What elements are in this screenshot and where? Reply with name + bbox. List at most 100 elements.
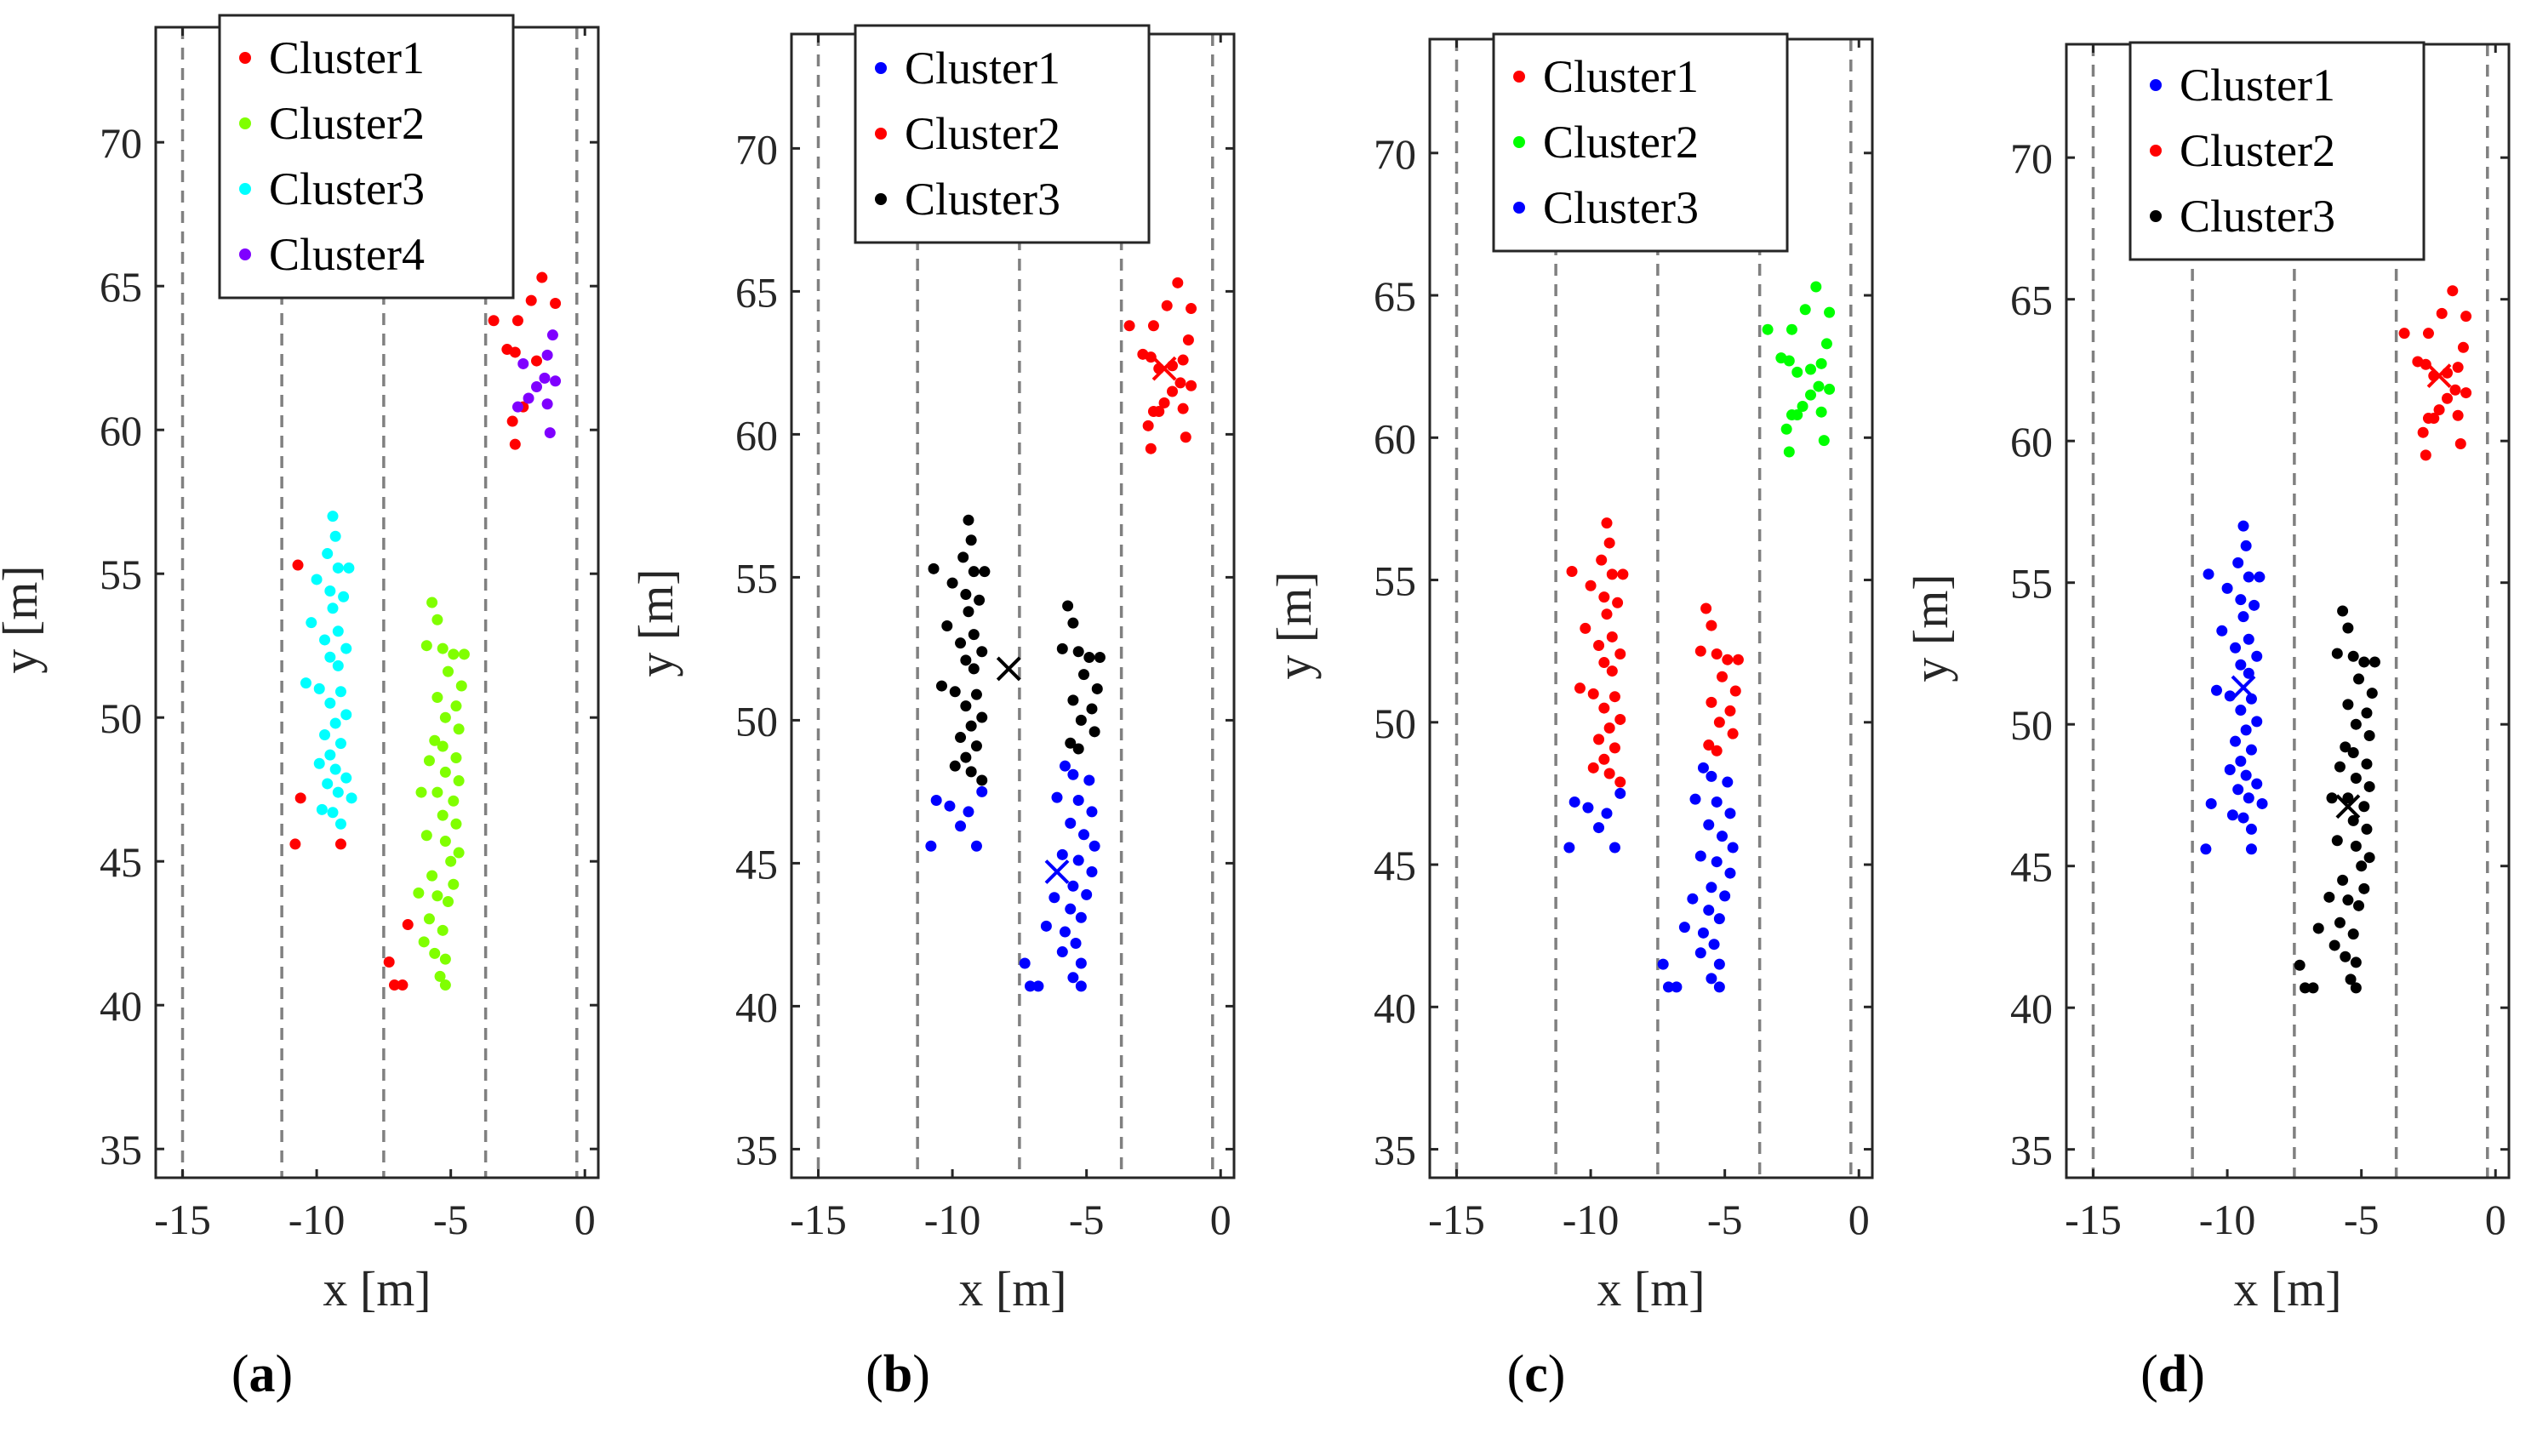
data-point <box>2251 778 2263 790</box>
data-point <box>2243 667 2254 679</box>
data-point <box>1075 957 1087 969</box>
y-tick-label: 60 <box>100 407 142 454</box>
data-point <box>453 723 465 735</box>
data-point <box>2200 843 2212 855</box>
panel-caption: (d) <box>2140 1345 2205 1403</box>
data-point <box>1089 726 1100 738</box>
data-point <box>1059 760 1071 772</box>
data-point <box>450 818 462 830</box>
data-point <box>2248 599 2260 611</box>
data-point <box>338 591 350 602</box>
legend-marker <box>1513 202 1525 214</box>
x-tick-label: -5 <box>1707 1196 1743 1243</box>
data-point <box>1598 657 1610 669</box>
data-point <box>1067 768 1079 780</box>
data-point <box>418 936 430 948</box>
data-point <box>306 617 317 629</box>
data-point <box>431 692 443 704</box>
y-tick-label: 35 <box>2010 1127 2053 1174</box>
data-point <box>944 800 956 812</box>
data-point <box>2230 735 2242 747</box>
data-point <box>976 711 988 723</box>
data-point <box>1708 939 1720 951</box>
data-point <box>955 637 967 649</box>
data-point <box>2460 387 2472 399</box>
legend-box <box>854 24 1151 244</box>
data-point <box>431 890 443 902</box>
data-point <box>1614 648 1626 660</box>
data-point <box>1574 682 1586 694</box>
x-axis-label: x [m] <box>958 1261 1066 1316</box>
series-cluster4 <box>511 329 562 439</box>
data-point <box>415 786 427 798</box>
data-point <box>1563 842 1575 854</box>
data-point <box>2245 843 2257 855</box>
data-point <box>1568 796 1580 808</box>
data-point <box>2449 384 2461 396</box>
data-point <box>1614 776 1626 788</box>
data-point <box>2353 673 2365 685</box>
y-tick-label: 55 <box>1374 557 1416 605</box>
data-point <box>1040 920 1052 932</box>
data-point <box>1065 817 1077 829</box>
legend-marker <box>2150 210 2162 222</box>
x-tick-label: 0 <box>2485 1196 2506 1243</box>
data-point <box>431 614 443 625</box>
data-point <box>1598 591 1610 603</box>
data-point <box>2353 899 2365 911</box>
data-point <box>429 734 441 746</box>
data-point <box>1783 446 1795 458</box>
x-tick-label: -5 <box>2344 1196 2380 1243</box>
data-point <box>2240 540 2252 551</box>
data-point <box>1706 973 1717 985</box>
data-point <box>2243 571 2254 583</box>
data-point <box>1186 303 1197 315</box>
data-point <box>1813 380 1825 392</box>
data-point <box>458 648 470 660</box>
data-point <box>963 606 974 618</box>
y-tick-label: 70 <box>2010 134 2053 182</box>
data-point <box>511 401 523 413</box>
data-point <box>1719 890 1731 902</box>
data-point <box>329 530 341 542</box>
data-point <box>1603 768 1615 779</box>
data-point <box>2203 568 2214 580</box>
data-point <box>2331 835 2343 847</box>
data-point <box>2422 328 2434 340</box>
data-point <box>1067 880 1079 892</box>
data-point <box>1078 829 1090 841</box>
caption-letter: c <box>1524 1345 1548 1403</box>
data-point <box>1713 981 1725 993</box>
data-point <box>2245 744 2257 756</box>
data-point <box>1585 580 1597 591</box>
data-point <box>2350 956 2362 968</box>
data-point <box>2237 611 2249 623</box>
data-point <box>1713 913 1725 925</box>
y-tick-label: 35 <box>735 1126 778 1173</box>
series-cluster1 <box>925 760 1100 992</box>
legend-marker <box>1513 71 1525 83</box>
y-tick-label: 45 <box>2010 843 2053 891</box>
data-point <box>327 602 339 614</box>
data-point <box>1601 608 1613 620</box>
y-tick-label: 45 <box>735 840 778 888</box>
x-tick-label: -15 <box>790 1196 847 1243</box>
series-cluster1 <box>1566 517 1744 788</box>
data-point <box>1075 980 1087 992</box>
series-cluster3 <box>1563 762 1739 993</box>
panel-d: -15 -10 -5 0 35 40 45 50 55 60 65 70 x [m] y [m] Clust… <box>1903 41 2511 1403</box>
data-point <box>1608 742 1620 754</box>
data-point <box>1083 651 1095 663</box>
data-point <box>1186 380 1197 391</box>
data-point <box>340 642 352 654</box>
legend-box <box>218 14 515 300</box>
y-tick-label: 55 <box>735 554 778 602</box>
data-point <box>1566 566 1578 578</box>
data-point <box>506 415 518 427</box>
legend-label: Cluster3 <box>905 174 1060 225</box>
data-point <box>2398 328 2410 340</box>
data-point <box>292 559 304 571</box>
data-point <box>439 836 451 848</box>
panel-a: -15 -10 -5 0 35 40 45 50 55 60 65 70 x [m] y [m] Clust… <box>0 14 600 1403</box>
data-point <box>2366 688 2378 699</box>
